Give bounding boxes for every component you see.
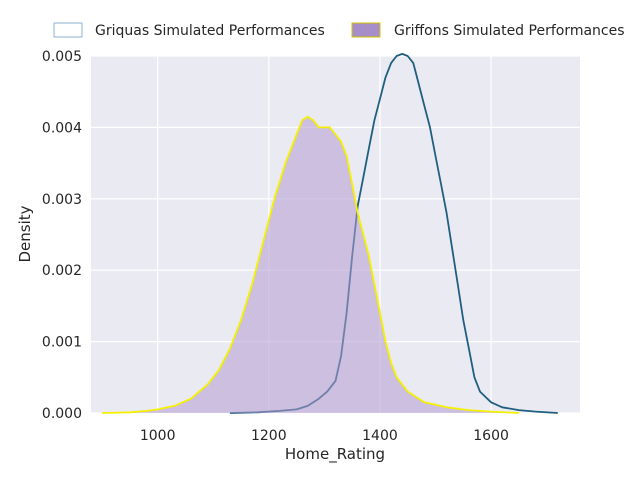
y-tick-label: 0.003 xyxy=(42,192,82,208)
x-tick-label: 1400 xyxy=(362,428,398,444)
y-axis: 0.000 0.001 0.002 0.003 0.004 0.005 xyxy=(42,49,82,422)
series-area-1 xyxy=(102,116,519,413)
y-tick-label: 0.001 xyxy=(42,335,82,351)
y-axis-label: Density xyxy=(16,205,34,262)
legend-label-griffons: Griffons Simulated Performances xyxy=(394,23,625,39)
legend: Griquas Simulated Performances Griffons … xyxy=(53,22,625,39)
y-tick-label: 0.004 xyxy=(42,120,82,136)
y-tick-label: 0.005 xyxy=(42,49,82,65)
series-line-1 xyxy=(102,115,519,414)
series-layer xyxy=(102,53,558,414)
y-tick-label: 0.000 xyxy=(42,406,82,422)
x-axis-label: Home_Rating xyxy=(285,445,385,464)
legend-swatch-griffons xyxy=(351,22,381,38)
y-tick-label: 0.002 xyxy=(42,263,82,279)
x-tick-label: 1200 xyxy=(251,428,287,444)
x-tick-label: 1000 xyxy=(140,428,176,444)
legend-label-griquas: Griquas Simulated Performances xyxy=(95,23,325,39)
x-tick-label: 1600 xyxy=(473,428,509,444)
x-axis: 1000 1200 1400 1600 xyxy=(140,428,509,444)
legend-swatch-griquas xyxy=(53,22,83,38)
